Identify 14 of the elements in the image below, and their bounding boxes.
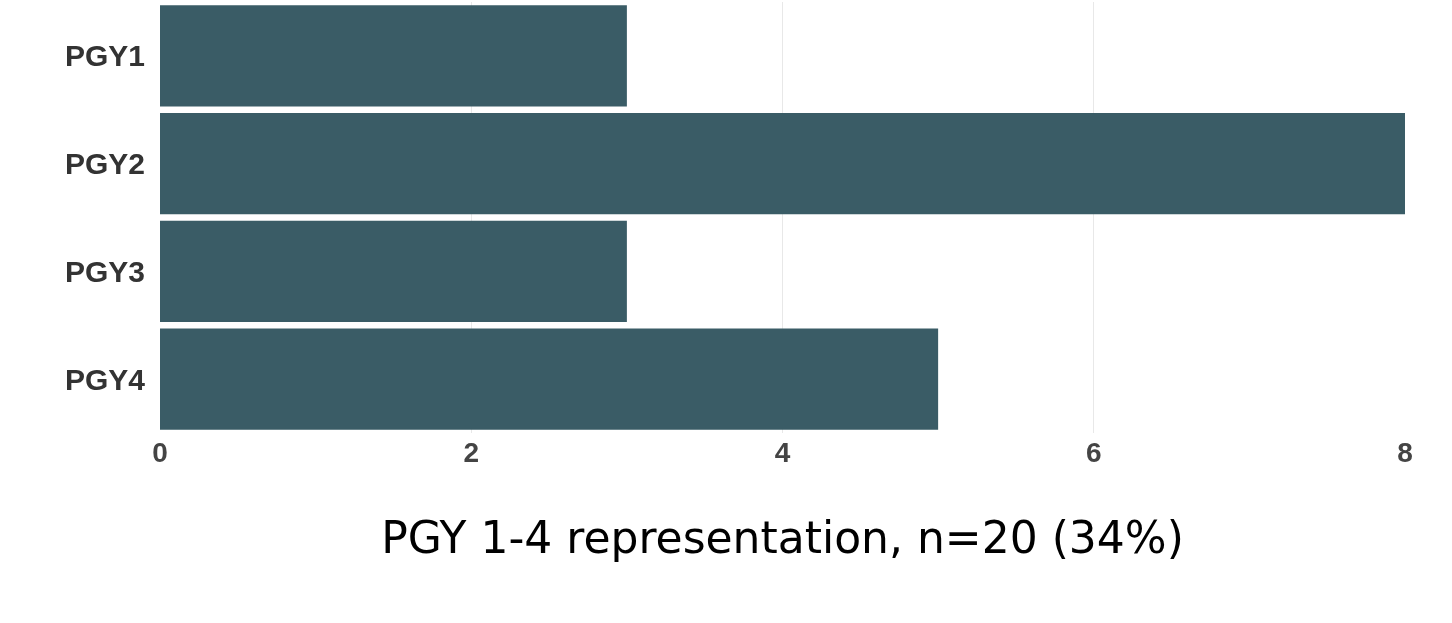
- x-tick-label: 0: [152, 437, 168, 468]
- bar: [160, 5, 627, 107]
- x-tick-label: 6: [1085, 437, 1102, 468]
- bar: [160, 112, 1405, 215]
- x-tick-label: 2: [463, 437, 480, 468]
- y-tick-label: PGY4: [64, 362, 146, 396]
- x-tick-label: 4: [774, 437, 791, 468]
- x-tick-label: 8: [1397, 437, 1413, 468]
- y-tick-label: PGY1: [64, 39, 145, 73]
- bar: [160, 220, 627, 323]
- y-tick-label: PGY3: [64, 254, 145, 288]
- x-axis-title: PGY 1-4 representation, n=20 (34%): [381, 512, 1184, 564]
- y-tick-label: PGY2: [64, 147, 145, 181]
- bar: [160, 328, 939, 430]
